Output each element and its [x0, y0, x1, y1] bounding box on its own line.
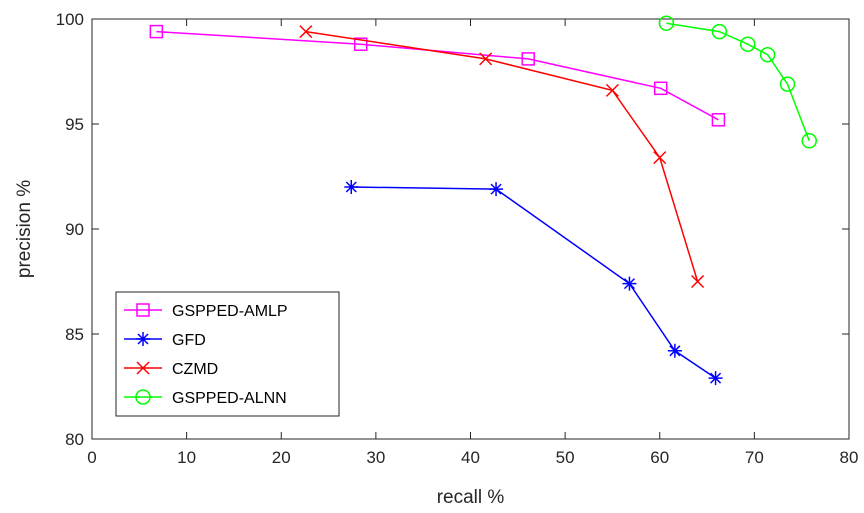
- data-point: [711, 113, 726, 127]
- legend: GSPPED-AMLP GFD CZMD GSPPED-ALNN: [115, 291, 340, 417]
- y-tick-label: 90: [65, 220, 84, 239]
- series-layer: [149, 15, 818, 386]
- data-point: [489, 182, 504, 197]
- y-tick-label: 100: [56, 10, 84, 29]
- data-point: [740, 36, 756, 52]
- series-line: [666, 22, 810, 142]
- data-point: [353, 37, 368, 51]
- legend-item: GFD: [124, 332, 206, 349]
- data-point: [711, 23, 728, 40]
- data-point: [605, 83, 619, 97]
- series-line: [156, 30, 719, 121]
- legend-item: GSPPED-AMLP: [124, 303, 288, 320]
- x-tick-label: 70: [745, 448, 764, 467]
- x-tick-label: 50: [556, 448, 575, 467]
- data-point: [622, 276, 637, 291]
- y-tick-label: 80: [65, 430, 84, 449]
- y-tick-label: 95: [65, 115, 84, 134]
- data-point: [653, 151, 667, 165]
- x-axis-title: recall %: [437, 487, 505, 508]
- x-tick-label: 20: [272, 448, 291, 467]
- data-point: [759, 46, 776, 63]
- x-tick-label: 0: [87, 448, 96, 467]
- legend-label: GSPPED-ALNN: [172, 390, 287, 407]
- series-gspped-amlp: [149, 24, 726, 127]
- axis-ticks: 0 10 20 30 40 50 60 70 80 80 85 90 95 100: [56, 10, 859, 467]
- x-tick-label: 30: [366, 448, 385, 467]
- data-point: [344, 180, 359, 194]
- data-point: [801, 133, 818, 149]
- x-tick-label: 60: [650, 448, 669, 467]
- x-tick-label: 10: [177, 448, 196, 467]
- legend-label: GSPPED-AMLP: [172, 303, 288, 320]
- data-point: [299, 25, 313, 39]
- data-point: [667, 343, 682, 358]
- data-point: [691, 274, 705, 289]
- data-point: [658, 15, 675, 31]
- x-tick-label: 40: [461, 448, 480, 467]
- data-point: [708, 371, 723, 386]
- data-point: [521, 52, 535, 66]
- legend-marker: [136, 303, 150, 317]
- legend-marker: [136, 332, 150, 346]
- legend-marker: [135, 389, 151, 405]
- legend-label: GFD: [172, 332, 206, 349]
- data-point: [779, 76, 796, 92]
- series-czmd: [299, 25, 705, 289]
- x-tick-label: 80: [840, 448, 859, 467]
- y-tick-label: 85: [65, 325, 84, 344]
- y-axis-title: precision %: [14, 180, 35, 278]
- series-gfd: [344, 180, 723, 386]
- data-point: [653, 81, 668, 96]
- legend-item: CZMD: [124, 361, 218, 378]
- legend-item: GSPPED-ALNN: [124, 389, 287, 407]
- data-point: [479, 52, 493, 66]
- data-point: [149, 24, 164, 39]
- series-gspped-alnn: [658, 15, 818, 149]
- legend-label: CZMD: [172, 361, 218, 378]
- legend-marker: [136, 361, 150, 375]
- legend-box: [115, 291, 340, 417]
